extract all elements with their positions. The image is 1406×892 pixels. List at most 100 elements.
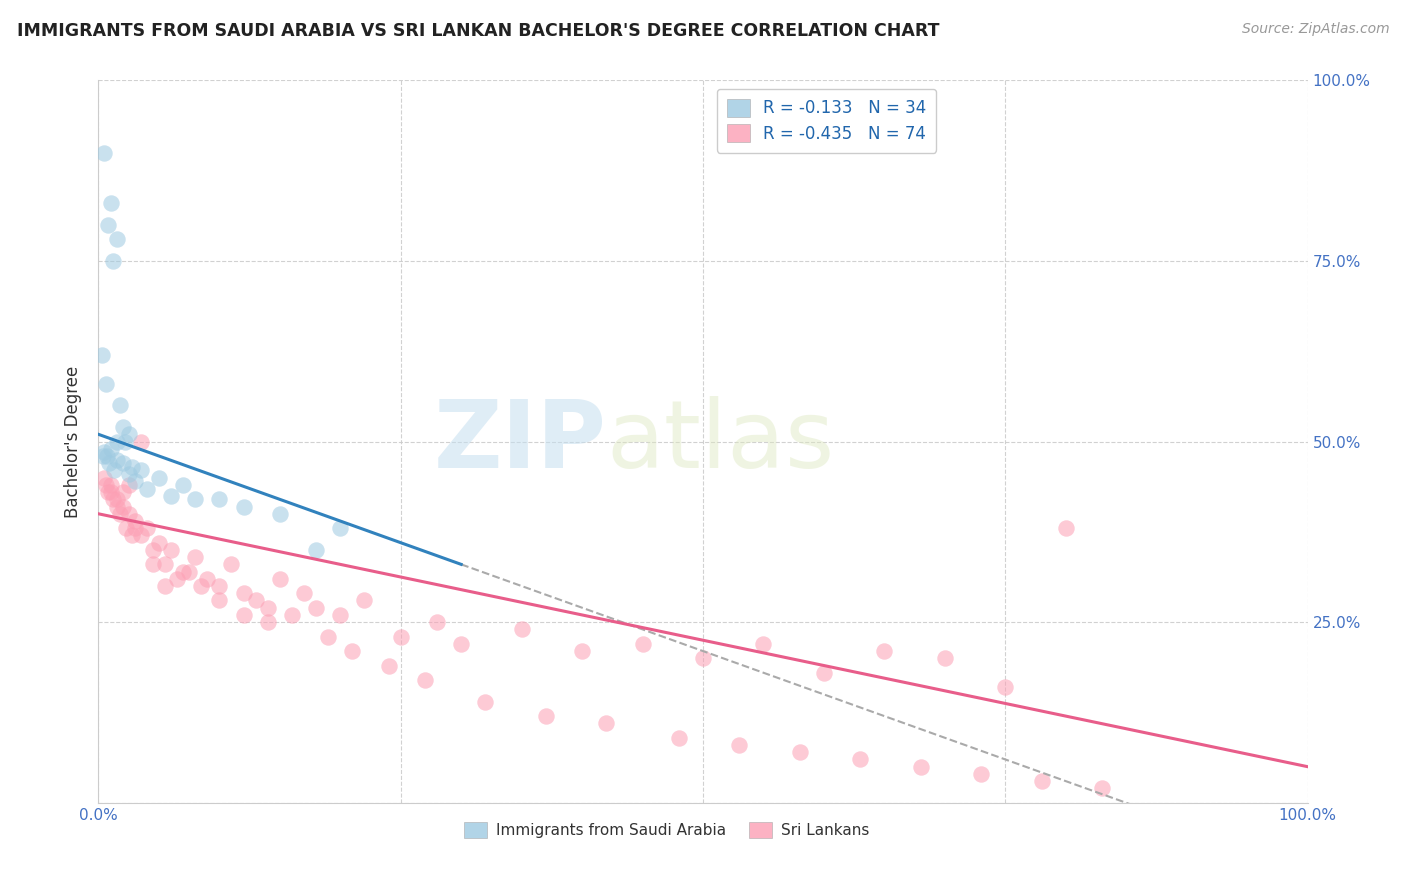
Point	[534, 709, 557, 723]
Point	[129, 528, 152, 542]
Point	[172, 478, 194, 492]
Point	[752, 637, 775, 651]
Point	[305, 600, 328, 615]
Point	[221, 558, 243, 572]
Point	[108, 398, 131, 412]
Point	[160, 542, 183, 557]
Point	[91, 348, 114, 362]
Point	[172, 565, 194, 579]
Point	[129, 434, 152, 449]
Point	[160, 489, 183, 503]
Point	[413, 673, 436, 687]
Point	[668, 731, 690, 745]
Point	[849, 752, 872, 766]
Text: IMMIGRANTS FROM SAUDI ARABIA VS SRI LANKAN BACHELOR'S DEGREE CORRELATION CHART: IMMIGRANTS FROM SAUDI ARABIA VS SRI LANK…	[17, 22, 939, 40]
Point	[450, 637, 472, 651]
Point	[316, 630, 339, 644]
Point	[510, 623, 533, 637]
Point	[100, 196, 122, 211]
Point	[1091, 781, 1114, 796]
Point	[94, 478, 117, 492]
Point	[789, 745, 811, 759]
Point	[994, 680, 1017, 694]
Point	[208, 492, 231, 507]
Point	[118, 467, 141, 481]
Point	[103, 463, 125, 477]
Point	[873, 644, 896, 658]
Point	[184, 492, 207, 507]
Point	[148, 535, 170, 549]
Point	[269, 572, 291, 586]
Point	[135, 482, 157, 496]
Point	[153, 558, 176, 572]
Point	[108, 507, 131, 521]
Point	[329, 607, 352, 622]
Point	[124, 475, 146, 489]
Point	[208, 579, 231, 593]
Text: atlas: atlas	[606, 395, 835, 488]
Point	[100, 485, 122, 500]
Point	[124, 514, 146, 528]
Point	[631, 637, 654, 651]
Point	[934, 651, 956, 665]
Point	[256, 615, 278, 630]
Point	[105, 434, 128, 449]
Point	[105, 500, 128, 514]
Point	[153, 579, 176, 593]
Text: Source: ZipAtlas.com: Source: ZipAtlas.com	[1241, 22, 1389, 37]
Point	[179, 565, 201, 579]
Point	[1031, 774, 1053, 789]
Point	[100, 442, 122, 456]
Point	[114, 434, 136, 449]
Point	[595, 716, 617, 731]
Point	[1054, 521, 1077, 535]
Point	[353, 593, 375, 607]
Point	[115, 521, 138, 535]
Point	[96, 449, 118, 463]
Point	[93, 445, 115, 459]
Text: ZIP: ZIP	[433, 395, 606, 488]
Point	[426, 615, 449, 630]
Point	[97, 485, 120, 500]
Point	[97, 218, 120, 232]
Point	[389, 630, 412, 644]
Point	[342, 644, 364, 658]
Point	[135, 521, 157, 535]
Point	[292, 586, 315, 600]
Point	[124, 521, 146, 535]
Legend: Immigrants from Saudi Arabia, Sri Lankans: Immigrants from Saudi Arabia, Sri Lankan…	[457, 814, 877, 846]
Point	[118, 507, 141, 521]
Point	[232, 500, 254, 514]
Point	[93, 145, 115, 160]
Point	[111, 420, 134, 434]
Point	[166, 572, 188, 586]
Point	[190, 579, 212, 593]
Point	[692, 651, 714, 665]
Point	[98, 456, 121, 470]
Point	[281, 607, 304, 622]
Point	[970, 767, 993, 781]
Point	[118, 478, 141, 492]
Point	[105, 232, 128, 246]
Point	[105, 492, 128, 507]
Point	[148, 471, 170, 485]
Point	[111, 485, 134, 500]
Point	[232, 607, 254, 622]
Point	[208, 593, 231, 607]
Point	[121, 528, 143, 542]
Point	[377, 658, 399, 673]
Point	[142, 542, 165, 557]
Point	[195, 572, 218, 586]
Point	[329, 521, 352, 535]
Point	[245, 593, 267, 607]
Point	[111, 500, 134, 514]
Point	[101, 492, 124, 507]
Point	[269, 507, 291, 521]
Point	[142, 558, 165, 572]
Point	[105, 452, 128, 467]
Point	[118, 427, 141, 442]
Point	[728, 738, 751, 752]
Point	[111, 456, 134, 470]
Point	[93, 471, 115, 485]
Point	[232, 586, 254, 600]
